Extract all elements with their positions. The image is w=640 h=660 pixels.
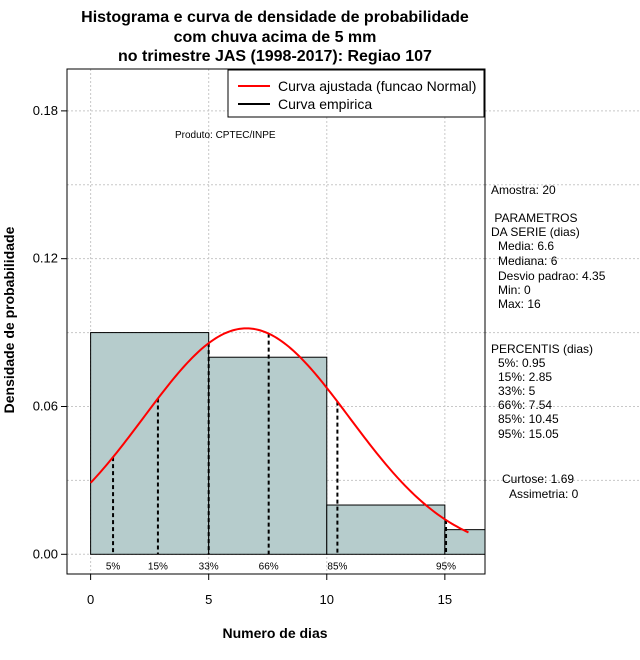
y-axis-title: Densidade de probabilidade: [1, 226, 17, 413]
x-tick-label-0: 0: [87, 592, 94, 607]
histogram-bar-0: [90, 332, 210, 555]
legend-label-empirical: Curva empirica: [278, 96, 372, 112]
percentile-label-0: 5%: [106, 561, 121, 572]
params-title-2: DA SERIE (dias): [491, 225, 580, 239]
y-tick-label-3: 0.18: [33, 103, 58, 118]
chart-title-line-3: no trimestre JAS (1998-2017): Regiao 107: [118, 48, 432, 65]
legend-label-fitted: Curva ajustada (funcao Normal): [278, 78, 476, 94]
skewness: Assimetria: 0: [509, 487, 579, 501]
percentiles-title: PERCENTIS (dias): [491, 342, 593, 356]
x-axis-title: Numero de dias: [222, 625, 327, 641]
fitted-curve-group: [89, 327, 469, 534]
y-tick-label-2: 0.12: [33, 251, 58, 266]
param-sd: Desvio padrao: 4.35: [498, 269, 606, 283]
legend: Curva ajustada (funcao Normal) Curva emp…: [227, 69, 485, 118]
histogram-bar-2: [326, 504, 446, 555]
legend-box: [227, 69, 485, 118]
percentile-33: 33%: 5: [498, 384, 536, 398]
percentile-label-5: 95%: [436, 561, 456, 572]
percentile-15: 15%: 2.85: [498, 370, 552, 384]
param-mean: Media: 6.6: [498, 239, 554, 253]
percentile-85: 85%: 10.45: [498, 412, 559, 426]
percentile-5: 5%: 0.95: [498, 356, 546, 370]
param-min: Min: 0: [498, 283, 531, 297]
percentile-label-3: 66%: [259, 561, 279, 572]
y-tick-label-0: 0.00: [33, 546, 58, 561]
param-max: Max: 16: [498, 297, 541, 311]
histogram-bar-3: [444, 529, 486, 555]
params-title-1: PARAMETROS: [491, 211, 577, 225]
histogram-bars: [90, 332, 486, 555]
x-tick-label-3: 15: [438, 592, 452, 607]
y-tick-label-1: 0.06: [33, 398, 58, 413]
sample-size: Amostra: 20: [491, 183, 556, 197]
x-tick-label-2: 10: [320, 592, 334, 607]
x-tick-label-1: 5: [205, 592, 212, 607]
chart-title-line-2: com chuva acima de 5 mm: [174, 29, 377, 46]
percentile-66: 66%: 7.54: [498, 398, 552, 412]
fitted-normal-curve: [89, 327, 469, 534]
percentile-95: 95%: 15.05: [498, 427, 559, 441]
percentile-lines: 5% 15% 33% 66% 85% 95%: [106, 333, 456, 572]
chart-title-line-1: Histograma e curva de densidade de proba…: [81, 9, 469, 26]
plot-frame: [66, 68, 486, 575]
kurtosis: Curtose: 1.69: [502, 472, 574, 486]
percentile-label-1: 15%: [148, 561, 168, 572]
percentile-label-2: 33%: [199, 561, 219, 572]
percentile-label-4: 85%: [327, 561, 347, 572]
side-panel: Amostra: 20 PARAMETROS DA SERIE (dias) M…: [491, 183, 606, 501]
param-median: Mediana: 6: [498, 254, 558, 268]
product-label: Produto: CPTEC/INPE: [175, 130, 276, 141]
